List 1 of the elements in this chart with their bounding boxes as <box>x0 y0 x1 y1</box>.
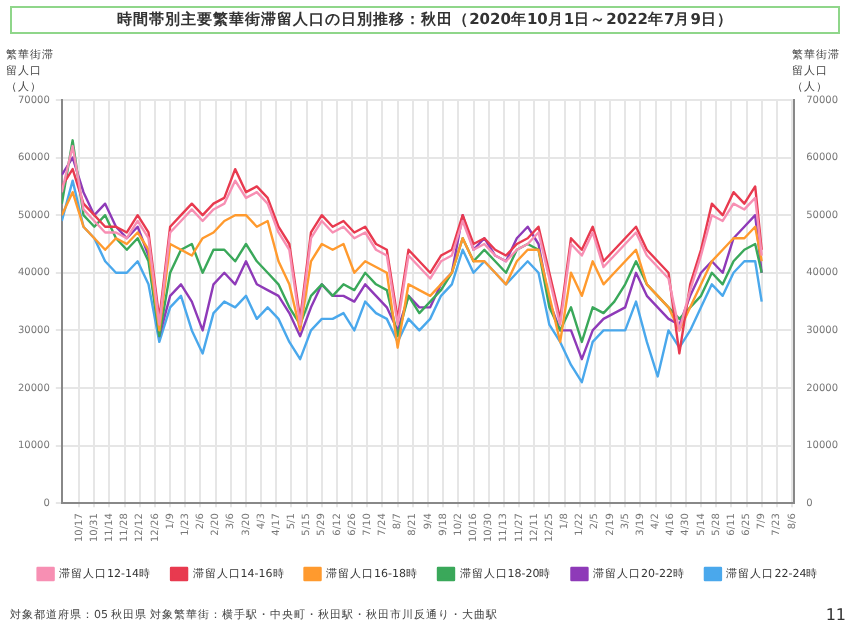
text: 11 <box>825 606 846 624</box>
